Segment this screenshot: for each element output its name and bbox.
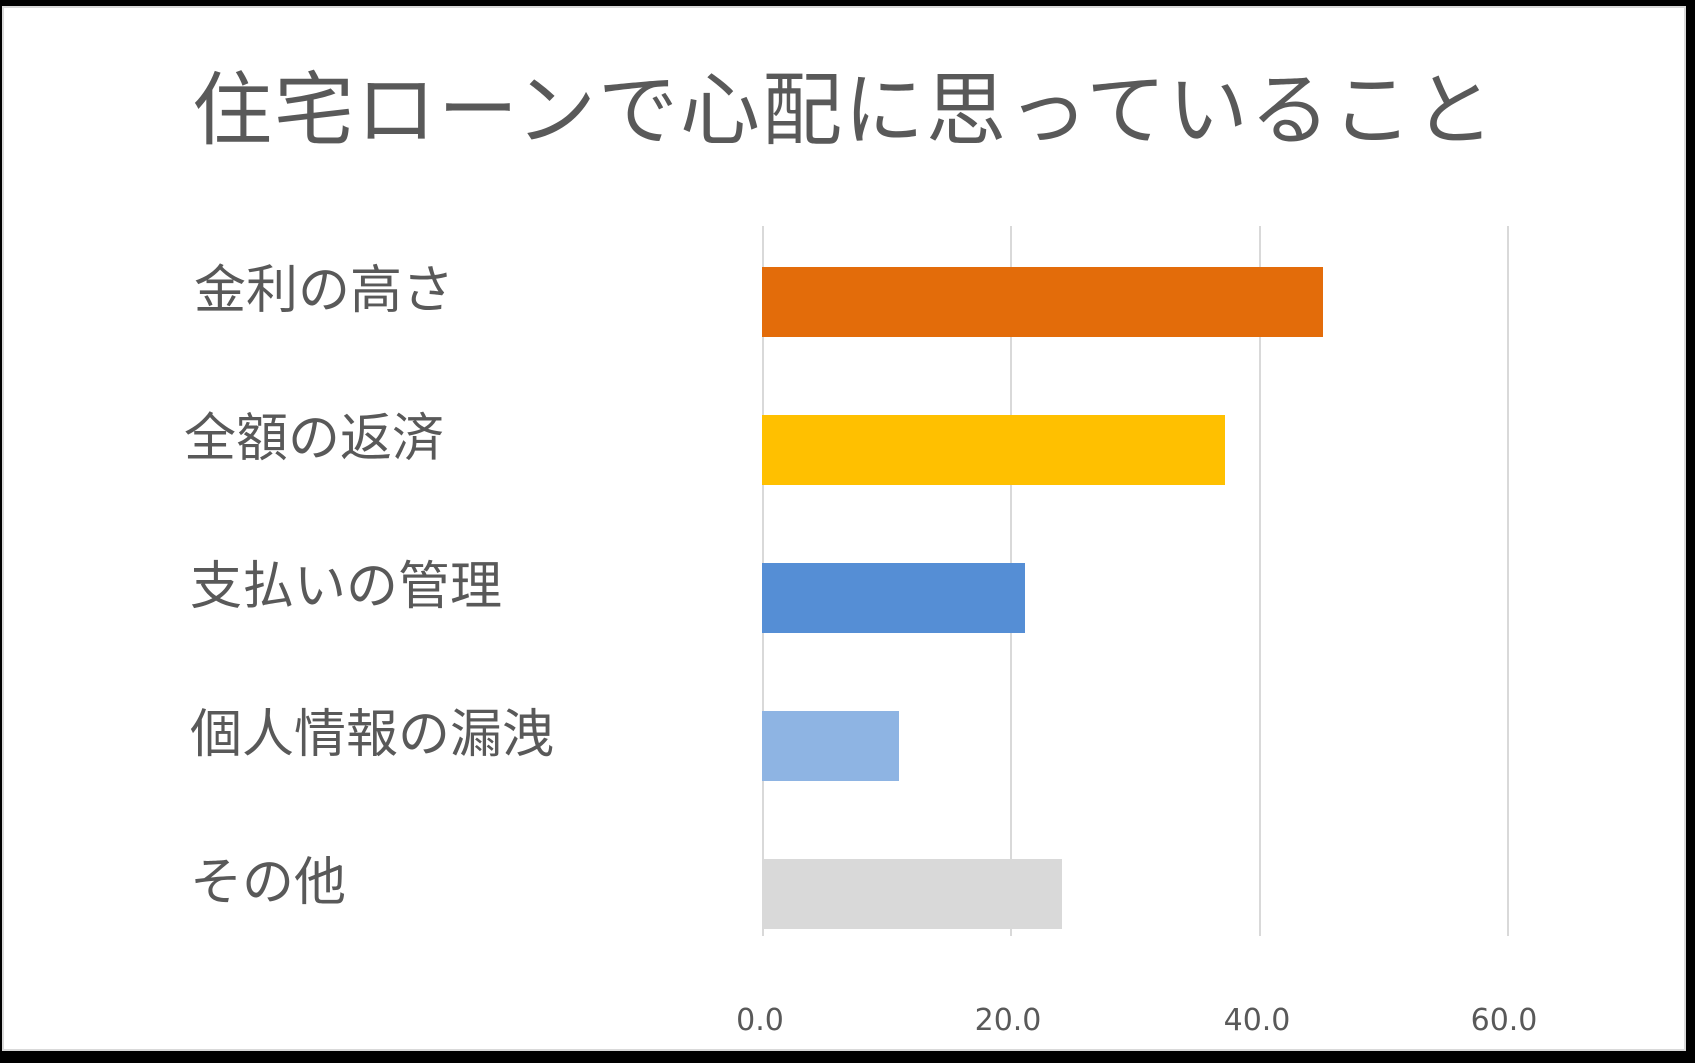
chart-title: 住宅ローンで心配に思っていること	[192, 64, 1496, 157]
x-tick: 0.0	[736, 1003, 784, 1038]
x-tick: 20.0	[974, 1003, 1042, 1038]
gridline	[1507, 226, 1509, 936]
plot-area	[762, 226, 1509, 936]
category-label: 支払いの管理	[190, 557, 503, 617]
bar	[762, 563, 1026, 633]
chart-frame: 住宅ローンで心配に思っていること 金利の高さ 全額の返済 支払いの管理 個人情報…	[2, 6, 1686, 1051]
bar	[762, 859, 1063, 929]
bar	[762, 415, 1226, 485]
category-label: その他	[190, 853, 347, 913]
bar	[762, 711, 899, 781]
gridline	[1259, 226, 1261, 936]
x-tick: 40.0	[1223, 1003, 1291, 1038]
category-label: 全額の返済	[184, 409, 445, 469]
category-label: 金利の高さ	[194, 261, 455, 321]
x-tick: 60.0	[1470, 1003, 1538, 1038]
bar	[762, 267, 1324, 337]
category-label: 個人情報の漏洩	[190, 705, 555, 765]
